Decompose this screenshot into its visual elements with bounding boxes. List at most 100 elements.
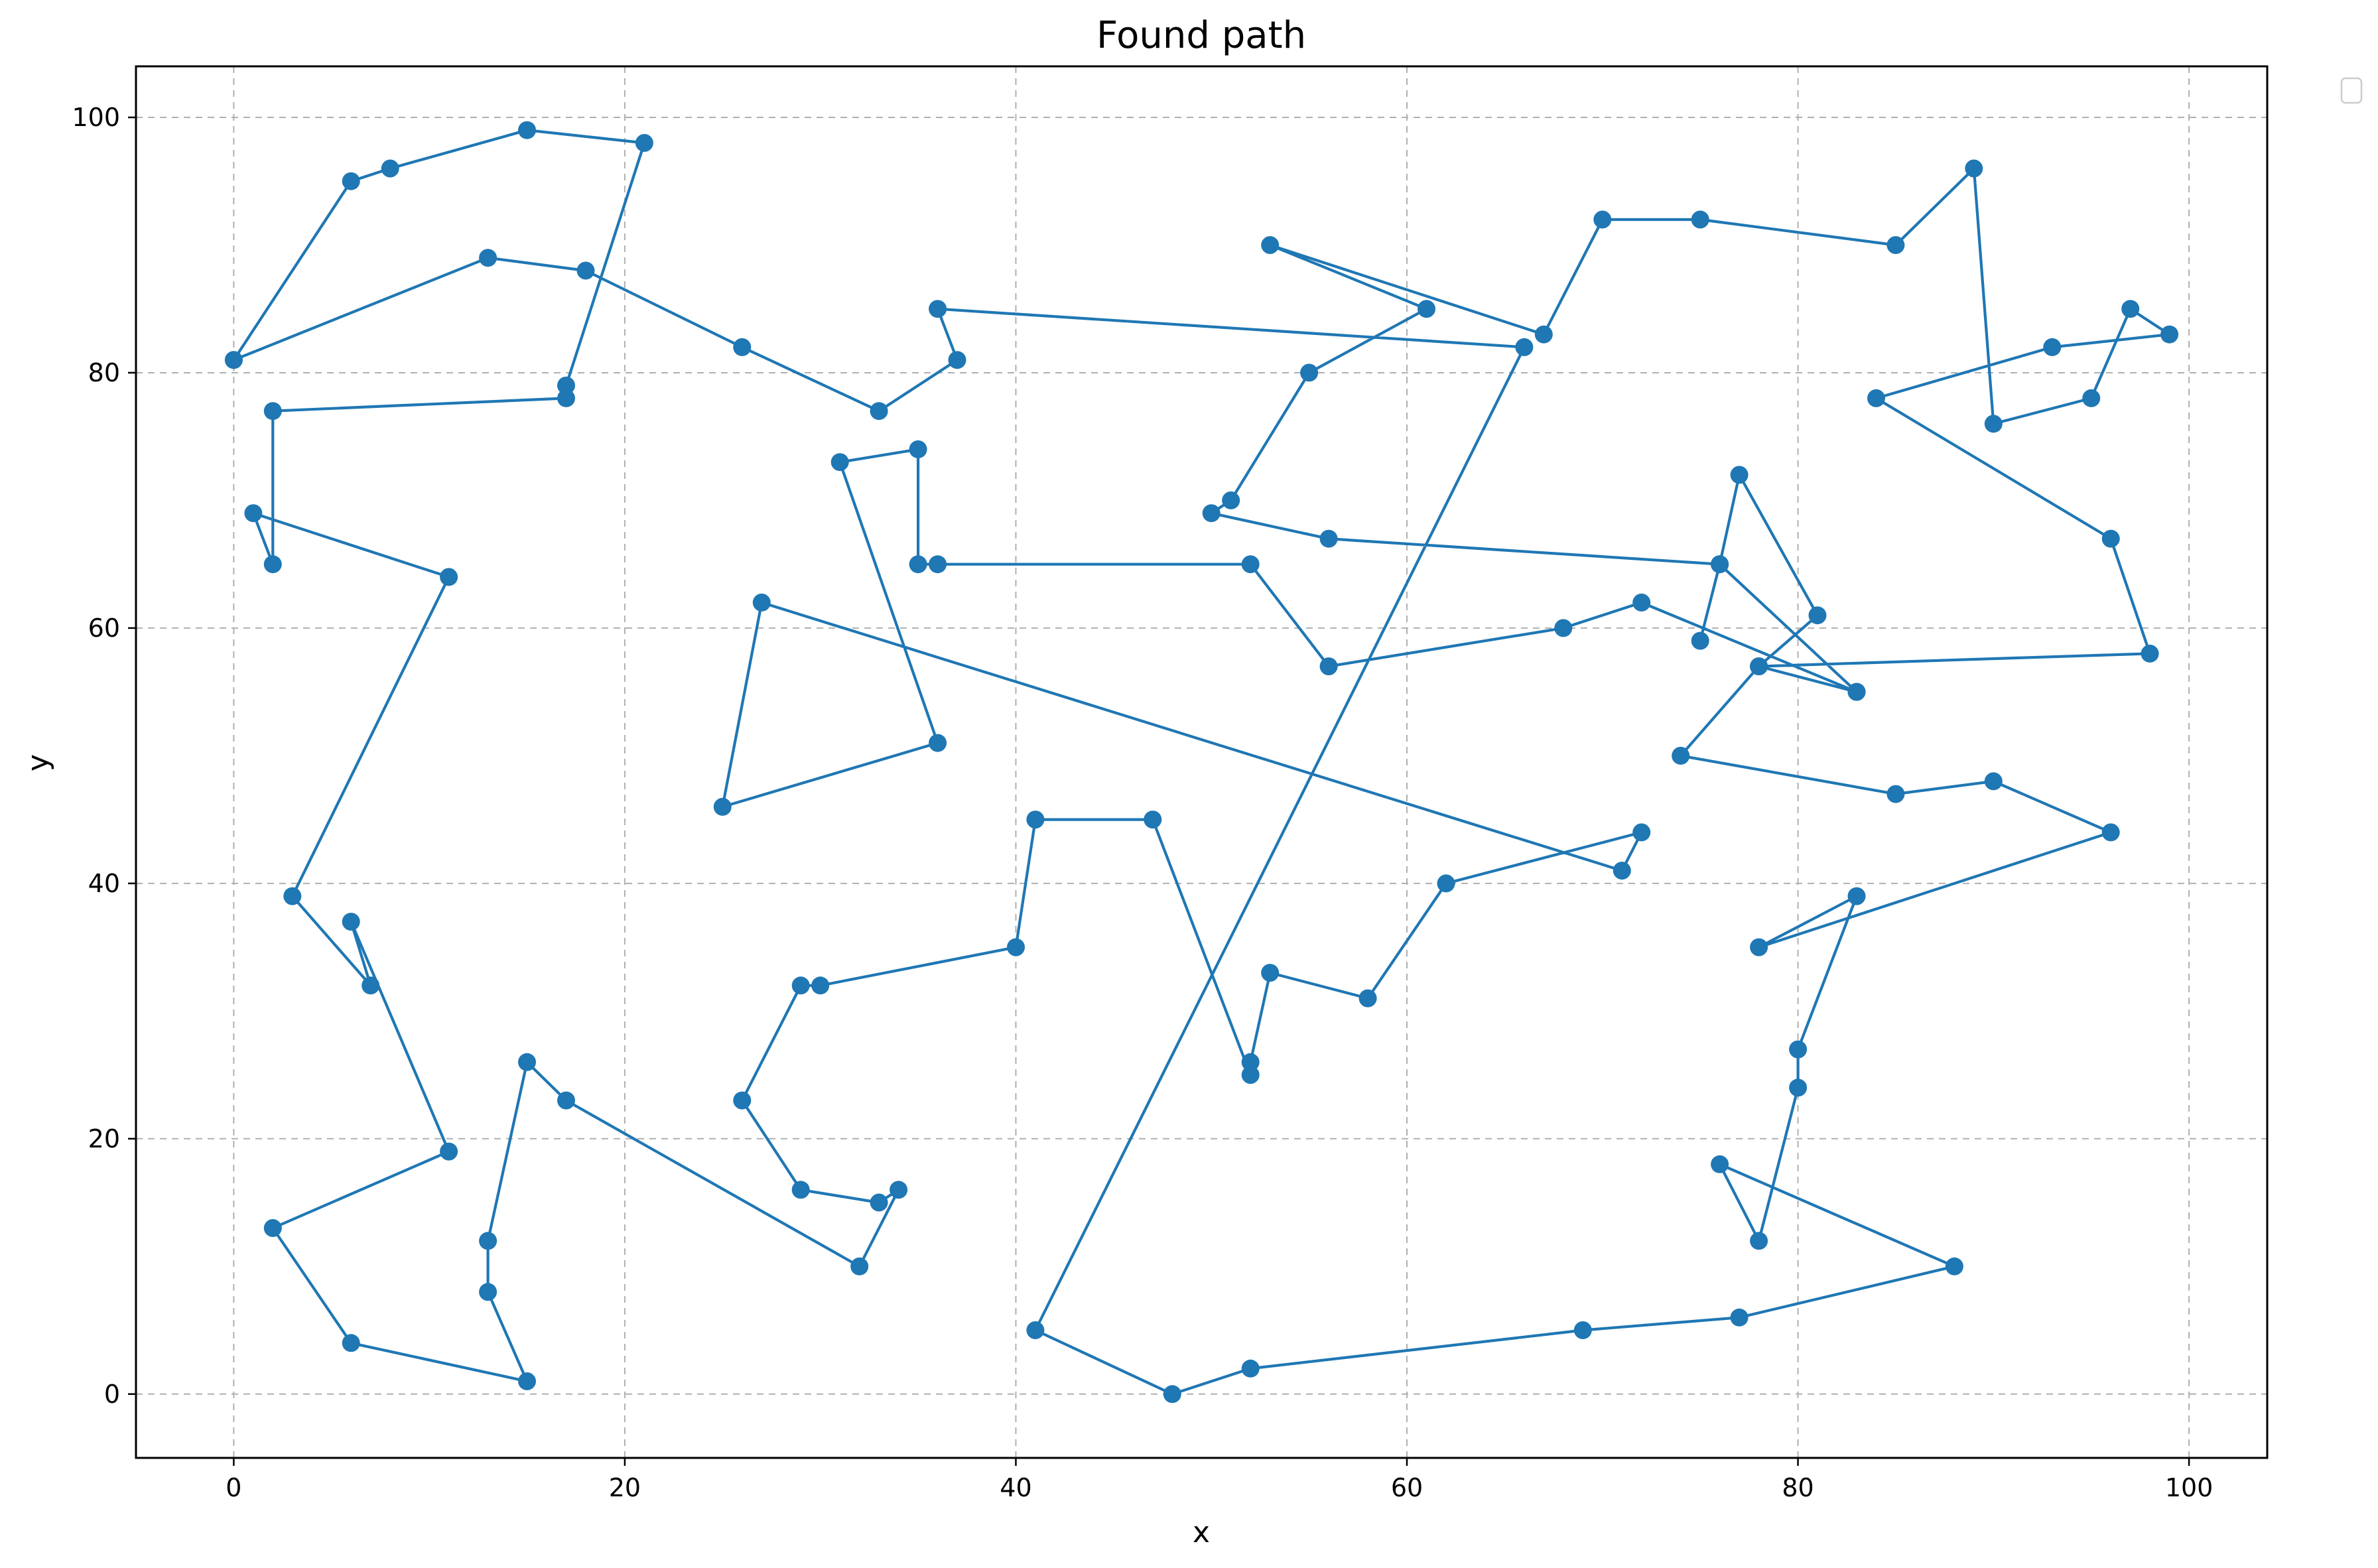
data-point xyxy=(224,351,243,369)
data-point xyxy=(752,593,771,612)
y-axis-label: y xyxy=(21,754,55,771)
data-point xyxy=(1789,1040,1808,1059)
data-point xyxy=(713,797,732,816)
data-point xyxy=(791,976,810,995)
data-point xyxy=(1241,1359,1260,1378)
data-point xyxy=(1319,657,1338,676)
data-point xyxy=(1437,874,1455,893)
data-point xyxy=(1593,210,1612,229)
data-point xyxy=(2043,338,2062,356)
data-point xyxy=(1691,210,1709,229)
data-point xyxy=(909,440,927,458)
x-tick-label: 100 xyxy=(2165,1473,2213,1502)
data-point xyxy=(1750,657,1768,676)
data-point xyxy=(1984,772,2003,791)
data-point xyxy=(1750,1232,1768,1250)
data-point xyxy=(576,261,595,280)
data-point xyxy=(1886,785,1905,803)
data-point xyxy=(263,402,282,421)
data-point xyxy=(244,504,263,523)
data-point xyxy=(2160,325,2179,344)
data-point xyxy=(518,1053,536,1071)
data-point xyxy=(2121,300,2140,318)
data-point xyxy=(1691,631,1709,650)
data-point xyxy=(557,1091,575,1110)
data-point xyxy=(518,1372,536,1390)
data-point xyxy=(1418,300,1435,318)
data-point xyxy=(1554,619,1573,637)
grid xyxy=(136,66,2267,1458)
x-tick-label: 20 xyxy=(609,1473,641,1502)
data-point xyxy=(1241,1066,1260,1084)
data-point xyxy=(1632,823,1651,842)
data-point xyxy=(342,172,360,190)
data-point xyxy=(870,402,888,421)
data-point xyxy=(1945,1257,1963,1275)
x-tick-label: 40 xyxy=(1000,1473,1031,1502)
data-point xyxy=(948,351,966,369)
data-point xyxy=(1711,555,1729,574)
data-point xyxy=(1886,236,1905,254)
data-point xyxy=(362,976,380,995)
x-tick-label: 60 xyxy=(1391,1473,1423,1502)
data-point xyxy=(1808,606,1827,625)
data-point xyxy=(440,1142,458,1161)
data-point xyxy=(479,1232,497,1250)
data-point xyxy=(1965,159,1983,178)
data-point xyxy=(1241,1053,1260,1071)
data-point xyxy=(1750,938,1768,956)
series-layer xyxy=(224,121,2179,1404)
data-point xyxy=(1319,529,1338,548)
data-point xyxy=(440,568,458,586)
plot-frame xyxy=(135,65,2269,1459)
axis-ticks: 0 20 40 60 80 100 0 20 40 60 80 100 xyxy=(72,103,2213,1502)
y-tick-label: 100 xyxy=(72,103,120,132)
data-point xyxy=(342,1334,360,1352)
x-tick-label: 80 xyxy=(1782,1473,1814,1502)
data-point xyxy=(1984,415,2003,433)
data-point xyxy=(929,734,947,752)
y-tick-label: 0 xyxy=(104,1380,120,1409)
data-point xyxy=(1730,1308,1749,1327)
data-point xyxy=(830,453,849,472)
data-point xyxy=(870,1193,888,1212)
data-point xyxy=(1261,236,1280,254)
data-point xyxy=(263,555,282,574)
data-point xyxy=(557,376,575,395)
data-point xyxy=(635,134,653,152)
x-axis-label: x xyxy=(1193,1516,1210,1549)
data-point xyxy=(1007,938,1025,956)
data-point xyxy=(2141,644,2159,663)
data-point xyxy=(479,249,497,267)
data-point xyxy=(518,121,536,139)
data-point xyxy=(1847,887,1866,905)
data-point xyxy=(1534,325,1553,344)
data-point xyxy=(929,555,947,574)
data-point xyxy=(1202,504,1221,523)
data-point xyxy=(381,159,399,178)
data-point xyxy=(791,1181,810,1199)
y-tick-label: 20 xyxy=(88,1124,120,1153)
x-tick-label: 0 xyxy=(226,1473,241,1502)
data-point xyxy=(1711,1155,1729,1173)
data-point xyxy=(1300,363,1319,382)
data-point xyxy=(2082,389,2101,407)
data-point xyxy=(2101,823,2120,842)
data-point xyxy=(263,1219,282,1237)
data-point xyxy=(2101,529,2120,548)
data-point xyxy=(1789,1078,1808,1097)
data-point xyxy=(557,389,575,407)
data-point xyxy=(733,1091,752,1110)
data-point xyxy=(733,338,752,356)
legend-box xyxy=(2340,77,2363,104)
data-point xyxy=(1730,466,1749,484)
data-point xyxy=(1847,683,1866,701)
data-point xyxy=(1573,1321,1592,1339)
y-tick-label: 60 xyxy=(88,614,120,643)
data-point xyxy=(850,1257,869,1275)
data-point xyxy=(1358,989,1377,1008)
y-tick-label: 80 xyxy=(88,358,120,387)
data-point xyxy=(342,913,360,931)
